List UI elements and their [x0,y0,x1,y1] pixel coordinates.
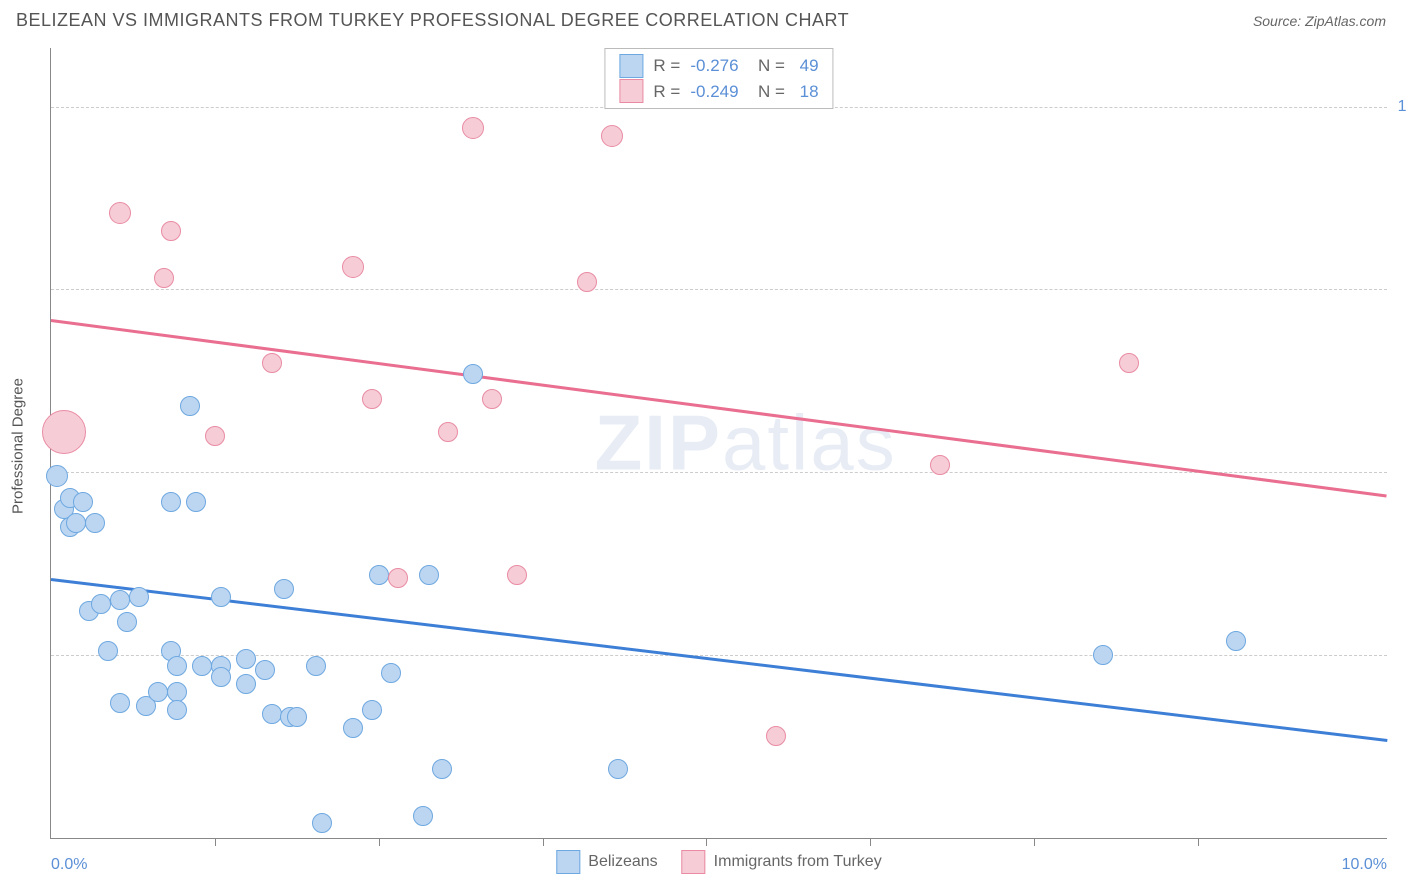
data-point [463,364,483,384]
data-point [205,426,225,446]
chart-header: BELIZEAN VS IMMIGRANTS FROM TURKEY PROFE… [0,0,1406,39]
data-point [388,568,408,588]
data-point [306,656,326,676]
data-point [42,410,86,454]
y-axis-label: Professional Degree [10,378,27,514]
data-point [766,726,786,746]
stats-r-value: -0.249 [690,79,738,105]
stats-r-label: R = [653,53,680,79]
data-point [192,656,212,676]
data-point [342,256,364,278]
data-point [262,353,282,373]
data-point [577,272,597,292]
data-point [362,700,382,720]
legend-item: Immigrants from Turkey [682,850,882,874]
x-tick [1198,838,1199,846]
legend-label: Belizeans [588,853,657,871]
data-point [438,422,458,442]
data-point [369,565,389,585]
data-point [255,660,275,680]
legend-label: Immigrants from Turkey [714,853,882,871]
data-point [413,806,433,826]
data-point [608,759,628,779]
x-tick [379,838,380,846]
data-point [180,396,200,416]
data-point [109,202,131,224]
data-point [161,221,181,241]
legend-swatch [619,54,643,78]
stats-legend-box: R = -0.276 N = 49 R = -0.249 N = 18 [604,48,833,109]
data-point [167,682,187,702]
x-tick [870,838,871,846]
data-point [507,565,527,585]
data-point [236,649,256,669]
data-point [167,656,187,676]
data-point [73,492,93,512]
data-point [1093,645,1113,665]
x-axis-start-label: 0.0% [51,856,87,874]
legend-swatch [556,850,580,874]
data-point [117,612,137,632]
chart-title: BELIZEAN VS IMMIGRANTS FROM TURKEY PROFE… [16,10,849,31]
data-point [148,682,168,702]
data-point [66,513,86,533]
bottom-legend: Belizeans Immigrants from Turkey [556,850,881,874]
chart-source: Source: ZipAtlas.com [1253,13,1386,29]
data-point [167,700,187,720]
grid-line [51,472,1387,473]
stats-r-label: R = [653,79,680,105]
data-point [1119,353,1139,373]
x-tick [215,838,216,846]
data-point [482,389,502,409]
data-point [432,759,452,779]
data-point [381,663,401,683]
stats-r-value: -0.276 [690,53,738,79]
data-point [419,565,439,585]
data-point [211,587,231,607]
data-point [312,813,332,833]
x-tick [543,838,544,846]
data-point [110,693,130,713]
x-tick [706,838,707,846]
data-point [462,117,484,139]
chart-plot-area: ZIPatlas 2.5%5.0%7.5%10.0%0.0%10.0%R =-0… [50,48,1387,839]
stats-row: R = -0.249 N = 18 [619,79,818,105]
data-point [601,125,623,147]
stats-n-value: 49 [795,53,819,79]
data-point [362,389,382,409]
data-point [287,707,307,727]
data-point [110,590,130,610]
grid-line [51,289,1387,290]
data-point [211,667,231,687]
stats-row: R = -0.276 N = 49 [619,53,818,79]
stats-n-value: 18 [795,79,819,105]
data-point [154,268,174,288]
legend-swatch [619,79,643,103]
data-point [186,492,206,512]
y-tick-label: 10.0% [1398,98,1406,116]
legend-swatch [682,850,706,874]
x-tick [1034,838,1035,846]
data-point [129,587,149,607]
data-point [930,455,950,475]
trend-line [51,319,1387,497]
data-point [236,674,256,694]
data-point [262,704,282,724]
data-point [85,513,105,533]
data-point [91,594,111,614]
data-point [274,579,294,599]
data-point [343,718,363,738]
data-point [46,465,68,487]
data-point [161,492,181,512]
watermark-part1: ZIP [595,399,722,487]
stats-n-label: N = [749,53,785,79]
data-point [1226,631,1246,651]
stats-n-label: N = [749,79,785,105]
legend-item: Belizeans [556,850,657,874]
x-axis-end-label: 10.0% [1342,856,1387,874]
data-point [98,641,118,661]
